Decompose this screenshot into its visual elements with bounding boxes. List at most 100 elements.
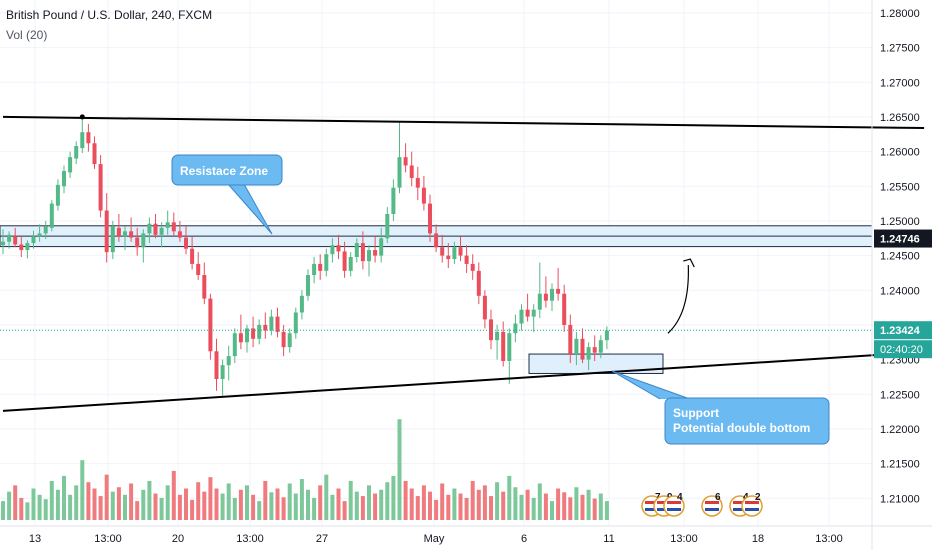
volume-bar [287,483,292,520]
volume-bar [495,482,500,520]
candle-body [391,187,396,214]
event-flag-stripe [733,508,747,511]
volume-bar [269,492,274,520]
volume-bar [580,494,585,520]
volume-bar [110,491,115,520]
volume-bar [354,491,359,520]
volume-bar [104,474,109,520]
volume-bar [98,496,103,520]
volume-bar [202,491,207,520]
candle-body [25,243,30,251]
candle-body [49,203,54,228]
volume-bar [177,494,182,520]
volume-bar [452,488,457,520]
volume-bar [367,485,371,520]
candle-body [129,231,134,238]
price-tick-label: 1.27500 [880,43,920,55]
candle-body [177,231,182,238]
trendline-lower[interactable] [2,350,925,412]
volume-bar [507,475,512,520]
time-tick-label: 20 [172,533,184,545]
candle-body [159,227,164,235]
volume-bar [379,489,384,520]
volume-bar [184,488,188,520]
candle-body [421,187,426,204]
candle-body [220,365,225,380]
volume-bar [74,485,79,520]
volume-bar [440,483,445,520]
volume-bar [482,485,487,520]
candle-body [434,233,439,248]
event-flag-stripe [745,501,759,504]
candle-body [336,245,341,252]
support-callout-pointer [611,370,691,400]
volume-bar [86,482,91,520]
time-tick-label: 11 [603,533,614,545]
volume-bar [543,493,548,520]
resistance-price-badge-text: 1.24746 [880,234,920,246]
volume-bar [604,501,609,520]
candle-body [135,237,140,248]
volume-bar [428,491,432,520]
candle-body [379,238,384,256]
candle-body [428,203,432,234]
candle-body [251,328,256,339]
candle-body [232,333,237,357]
candle-body [141,233,146,248]
event-flag-stripe [705,508,719,511]
support-callout[interactable] [664,397,830,445]
candle-body [360,243,365,262]
volume-bar [116,487,121,520]
candle-body [184,237,188,249]
projection-arrowhead [683,258,695,268]
candle-body [80,132,85,149]
volume-bar [336,488,341,520]
candle-body [574,338,579,355]
price-tick-label: 1.21000 [880,493,920,505]
resistance-callout-label: Resistace Zone [180,164,268,178]
volume-bar [257,501,262,520]
candle-body [306,275,310,296]
candle-body [550,288,554,301]
event-flag-icon[interactable]: 6 [701,492,723,517]
time-tick-label: 13 [29,533,41,545]
time-tick-label: May [424,533,445,545]
price-tick-label: 1.27000 [880,77,920,89]
candle-body [171,222,176,232]
event-flag-icon[interactable]: 2 [741,492,763,517]
volume-bar [25,502,30,520]
projection-arrow[interactable] [667,265,689,334]
candle-body [470,263,475,271]
volume-bar [80,460,85,520]
volume-bar [214,488,219,520]
volume-bar [330,494,335,520]
candle-body [104,210,109,253]
resistance-callout[interactable] [171,154,283,186]
event-flag-stripe [645,501,659,504]
event-flag-icon[interactable]: 4 [663,492,685,517]
trendline-upper[interactable] [2,115,925,130]
candle-body [354,243,359,257]
volume-bar [464,497,469,520]
candle-body [373,250,378,256]
price-tick-label: 1.25000 [880,216,920,228]
price-tick-label: 1.25500 [880,181,920,193]
volume-bar [141,489,146,520]
candle-body [19,244,24,251]
candle-body [92,143,97,165]
volume-bar [592,498,597,520]
time-tick-label: 13:00 [94,533,122,545]
candle-body [7,234,12,242]
time-tick-label: 13:00 [236,533,264,545]
candle-body [568,324,573,355]
volume-bar [226,483,231,520]
price-tick-label: 1.24500 [880,251,920,263]
candle-body [281,331,286,348]
candle-body [196,263,201,276]
time-tick-label: 6 [521,533,527,545]
volume-bar [306,489,310,520]
candle-body [537,293,542,310]
countdown-text: 02:40:20 [880,344,923,356]
